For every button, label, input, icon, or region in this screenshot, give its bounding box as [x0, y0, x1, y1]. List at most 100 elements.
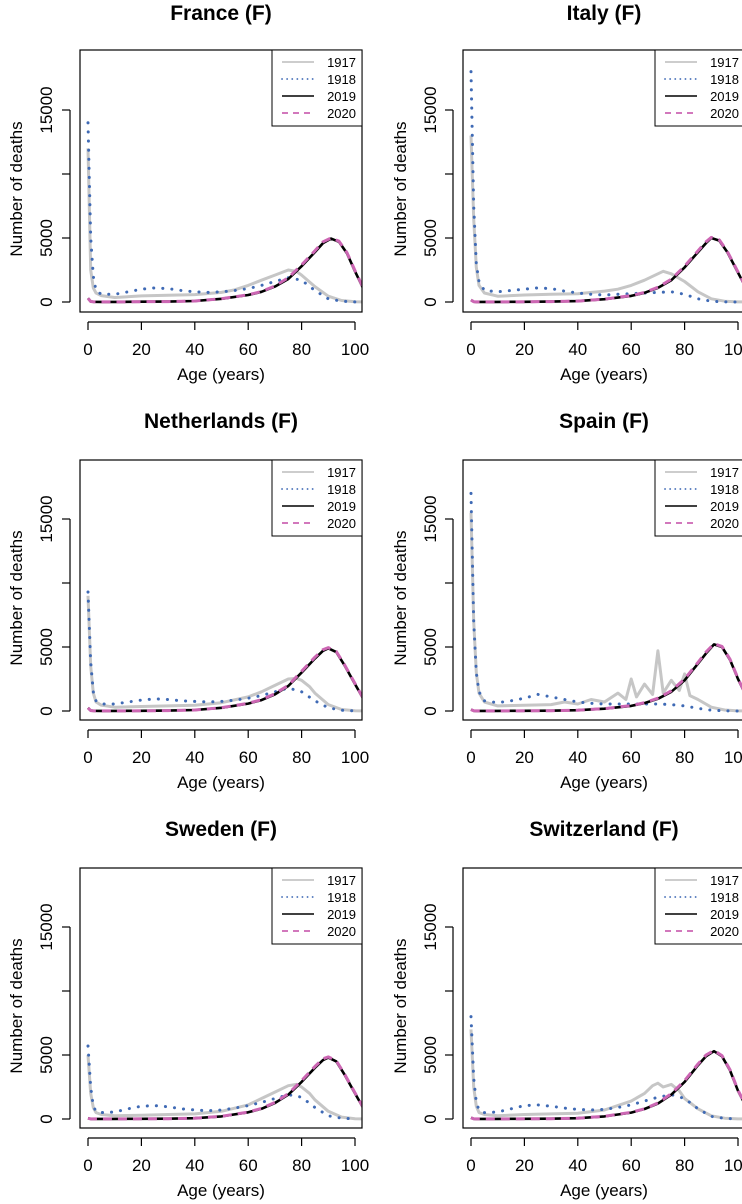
y-tick-label: 5000 — [37, 628, 56, 666]
plot-area — [86, 590, 362, 713]
x-tick-label: 100 — [724, 340, 742, 359]
series-line-2020 — [470, 235, 742, 304]
x-tick-label: 100 — [724, 748, 742, 767]
legend-label-2020: 2020 — [327, 516, 356, 531]
x-tick-label: 80 — [292, 748, 311, 767]
y-tick-label: 5000 — [421, 1036, 440, 1074]
legend-label-2019: 2019 — [327, 89, 356, 104]
y-tick-label: 5000 — [421, 628, 440, 666]
x-axis-label: Age (years) — [560, 773, 648, 792]
plot-area — [86, 121, 362, 304]
x-tick-label: 80 — [675, 340, 694, 359]
legend-label-1917: 1917 — [327, 873, 356, 888]
x-tick-label: 80 — [675, 748, 694, 767]
x-tick-label: 40 — [568, 340, 587, 359]
series-line-1918 — [469, 70, 740, 304]
plot-frame — [79, 459, 363, 721]
panel-title: Switzerland (F) — [529, 818, 678, 841]
x-tick-label: 100 — [341, 1156, 369, 1175]
x-tick-label: 60 — [622, 340, 641, 359]
legend: 1917 1918 2019 2020 — [271, 459, 363, 537]
legend-label-2020: 2020 — [710, 106, 739, 121]
plot-frame — [462, 867, 742, 1129]
legend-label-2019: 2019 — [710, 89, 739, 104]
x-tick-label: 80 — [292, 340, 311, 359]
legend-label-1917: 1917 — [327, 465, 356, 480]
legend-label-2020: 2020 — [327, 924, 356, 939]
series-line-1917 — [86, 595, 362, 713]
plot-frame — [79, 49, 363, 313]
series-line-2019 — [86, 237, 362, 304]
legend: 1917 1918 2019 2020 — [654, 867, 742, 945]
legend-label-2019: 2019 — [710, 499, 739, 514]
x-tick-label: 20 — [515, 340, 534, 359]
x-tick-label: 40 — [568, 748, 587, 767]
plot-frame — [79, 867, 363, 1129]
plot-area — [469, 1015, 742, 1121]
y-tick-label: 0 — [37, 706, 56, 715]
x-tick-label: 60 — [239, 1156, 258, 1175]
panel-title: Sweden (F) — [165, 818, 277, 841]
panel-switzerland-f: Switzerland (F) 0 20 40 60 80 100 Age (years) 0 5… — [391, 818, 742, 1200]
panel-netherlands-f: Netherlands (F) 0 20 40 60 80 100 Age (years) 0 5… — [7, 410, 369, 792]
series-line-1917 — [469, 512, 742, 713]
x-tick-label: 60 — [622, 748, 641, 767]
plot-area — [86, 1044, 362, 1121]
series-line-1918 — [86, 1044, 357, 1121]
x-tick-label: 60 — [239, 748, 258, 767]
legend: 1917 1918 2019 2020 — [654, 49, 742, 127]
y-tick-label: 0 — [37, 297, 56, 306]
y-tick-label: 0 — [421, 1114, 440, 1123]
series-line-2019 — [87, 1056, 362, 1121]
panel-italy-f: Italy (F) 0 20 40 60 80 100 Age (years) 0 5000 150… — [391, 2, 742, 384]
y-axis-label: Number of deaths — [391, 121, 410, 256]
x-tick-label: 20 — [132, 1156, 151, 1175]
x-tick-label: 20 — [515, 1156, 534, 1175]
legend-label-1918: 1918 — [327, 482, 356, 497]
y-tick-label: 0 — [421, 706, 440, 715]
x-tick-label: 0 — [83, 1156, 92, 1175]
x-tick-label: 0 — [466, 340, 475, 359]
y-axis-label: Number of deaths — [391, 530, 410, 665]
y-tick-label: 5000 — [37, 1036, 56, 1074]
x-tick-label: 60 — [239, 340, 258, 359]
legend-label-2020: 2020 — [710, 516, 739, 531]
series-line-1917 — [86, 148, 362, 304]
legend-label-2019: 2019 — [327, 907, 356, 922]
legend-label-1918: 1918 — [710, 890, 739, 905]
legend-label-2019: 2019 — [710, 907, 739, 922]
legend-label-1917: 1917 — [710, 873, 739, 888]
x-tick-label: 100 — [341, 340, 369, 359]
y-tick-label: 5000 — [421, 219, 440, 257]
y-tick-label: 15000 — [421, 903, 440, 950]
legend: 1917 1918 2019 2020 — [271, 867, 363, 945]
y-tick-label: 0 — [421, 297, 440, 306]
panel-title: Italy (F) — [567, 2, 642, 25]
plot-frame — [462, 459, 742, 721]
plot-area — [469, 491, 742, 713]
y-axis-label: Number of deaths — [7, 121, 26, 256]
x-tick-label: 80 — [675, 1156, 694, 1175]
legend-label-1917: 1917 — [327, 55, 356, 70]
x-tick-label: 60 — [622, 1156, 641, 1175]
x-tick-label: 20 — [132, 748, 151, 767]
y-axis-label: Number of deaths — [391, 938, 410, 1073]
panel-spain-f: Spain (F) 0 20 40 60 80 100 Age (years) 0 5000 150… — [391, 410, 742, 792]
panel-title: Spain (F) — [559, 410, 649, 433]
legend: 1917 1918 2019 2020 — [271, 49, 363, 127]
x-tick-label: 40 — [185, 1156, 204, 1175]
legend-label-1918: 1918 — [710, 72, 739, 87]
y-tick-label: 15000 — [37, 86, 56, 133]
x-tick-label: 20 — [132, 340, 151, 359]
plot-frame — [462, 49, 742, 313]
legend-label-1918: 1918 — [327, 72, 356, 87]
series-line-1918 — [469, 1015, 740, 1121]
series-line-1917 — [469, 1029, 742, 1121]
panel-title: Netherlands (F) — [144, 410, 298, 433]
series-line-1917 — [469, 135, 742, 304]
legend-label-1917: 1917 — [710, 465, 739, 480]
legend-label-2020: 2020 — [710, 924, 739, 939]
legend-label-1918: 1918 — [327, 890, 356, 905]
x-axis-label: Age (years) — [560, 365, 648, 384]
